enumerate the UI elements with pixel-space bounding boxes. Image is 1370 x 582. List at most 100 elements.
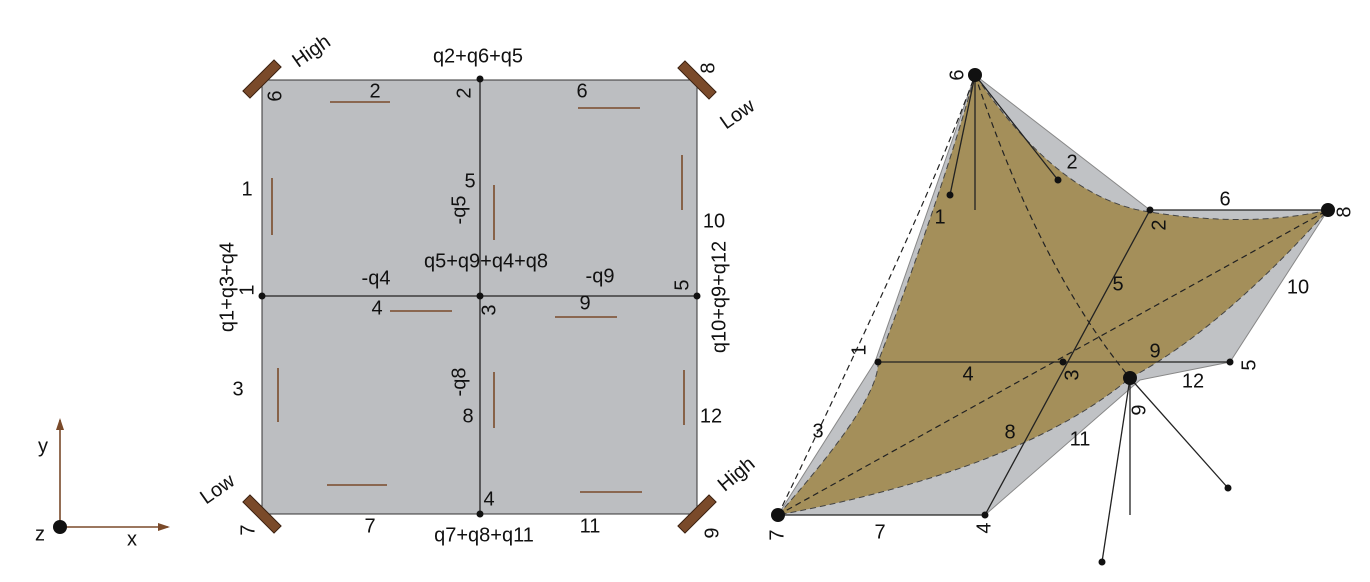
node-number: 1 (848, 344, 870, 355)
node (476, 75, 484, 83)
edge-number: 12 (700, 405, 722, 427)
node-number: 3 (1061, 369, 1083, 380)
node-load: q7+q8+q11 (434, 524, 534, 546)
flow-label: -q9 (586, 265, 615, 287)
node (1059, 358, 1067, 366)
node-number: 3 (478, 304, 500, 315)
node-number: 2 (453, 87, 475, 98)
node (1146, 206, 1154, 214)
arrow-head (56, 418, 64, 430)
support (677, 494, 717, 534)
edge-number: 3 (812, 420, 823, 442)
z-axis (53, 520, 67, 534)
edge-number: 6 (1219, 188, 1230, 210)
support (677, 60, 717, 100)
edge-number: 7 (874, 521, 885, 543)
edge-number: 10 (1287, 276, 1309, 298)
edge-number: 4 (371, 297, 382, 319)
member-line (984, 209, 1151, 516)
edge-number: 9 (1149, 340, 1160, 362)
support (242, 59, 282, 99)
member-line (777, 74, 976, 516)
membrane (776, 73, 1330, 516)
node-load: q1+q3+q4 (216, 242, 238, 332)
surface: 1 2 3 4 5 6 7 8 9 1 2 3 4 5 6 7 8 9 10 1… (766, 68, 1355, 566)
nodes (771, 68, 1335, 566)
node (1123, 371, 1137, 385)
node (1054, 176, 1062, 184)
edge-number: 1 (934, 206, 945, 228)
edge-number: 5 (464, 170, 475, 192)
node-number: 2 (1148, 219, 1170, 230)
axis-label: z (35, 523, 45, 545)
node (476, 510, 484, 518)
node (1321, 203, 1335, 217)
node (968, 68, 982, 82)
member-line (974, 74, 1059, 181)
node-number: 1 (236, 284, 258, 295)
axes: y z x (35, 418, 170, 550)
node-number: 9 (701, 527, 723, 538)
corner-label: High (714, 453, 760, 496)
flow-label: -q8 (448, 368, 470, 397)
node-number: 5 (671, 279, 693, 290)
node (874, 358, 882, 366)
edge-number: 2 (1066, 151, 1077, 173)
node-number: 4 (483, 488, 494, 510)
axis-label: y (38, 435, 48, 457)
node (981, 511, 989, 519)
edge-number: 6 (576, 80, 587, 102)
edge-number: 1 (241, 178, 252, 200)
node-number: 6 (946, 69, 968, 80)
edge-number: 11 (580, 515, 601, 537)
node (258, 292, 266, 300)
member-line (777, 209, 1329, 516)
flow-label: -q5 (448, 196, 470, 225)
node-load: q5+q9+q4+q8 (424, 250, 548, 272)
plan: High Low Low High q2+q6+q5 q1+q3+q4 q5+q… (196, 31, 759, 547)
edge-number: 12 (1182, 370, 1204, 392)
edge-number: 2 (369, 80, 380, 102)
edge-number: 8 (1004, 421, 1015, 443)
node-load: q10+q9+q12 (708, 241, 730, 353)
member-line (974, 74, 1131, 379)
axis-label: x (127, 528, 137, 550)
edge-number: 8 (462, 405, 473, 427)
edge-number: 10 (703, 210, 725, 232)
flow-label: -q4 (362, 267, 391, 289)
member-line (949, 74, 976, 196)
node (476, 292, 484, 300)
node-number: 8 (1333, 206, 1355, 217)
node-number: 7 (237, 524, 259, 535)
node-load: q2+q6+q5 (433, 45, 523, 67)
node (1224, 484, 1232, 492)
node-number: 9 (1128, 404, 1150, 415)
edge-number: 5 (1112, 273, 1123, 295)
corner-label: Low (196, 470, 239, 509)
node-number: 6 (264, 90, 286, 101)
node (946, 191, 954, 199)
member-line (1101, 377, 1131, 563)
edge-number: 7 (364, 515, 375, 537)
node (693, 292, 701, 300)
node-number: 8 (697, 62, 719, 73)
member-line (1129, 377, 1229, 489)
node (771, 508, 785, 522)
flow-arrows (271, 101, 685, 493)
edge-number: 3 (232, 378, 243, 400)
node (1226, 358, 1234, 366)
support (242, 494, 282, 534)
supports (242, 59, 717, 534)
node-number: 7 (766, 529, 788, 540)
node-number: 5 (1238, 359, 1260, 370)
corner-label: High (288, 31, 334, 73)
node (1098, 558, 1106, 566)
edge-number: 9 (579, 292, 590, 314)
nodes (258, 75, 701, 518)
corner-label: Low (716, 95, 759, 134)
edge-number: 11 (1070, 428, 1091, 450)
edge-number: 4 (962, 363, 973, 385)
node-number: 4 (973, 522, 995, 533)
arrow-head (158, 523, 170, 531)
